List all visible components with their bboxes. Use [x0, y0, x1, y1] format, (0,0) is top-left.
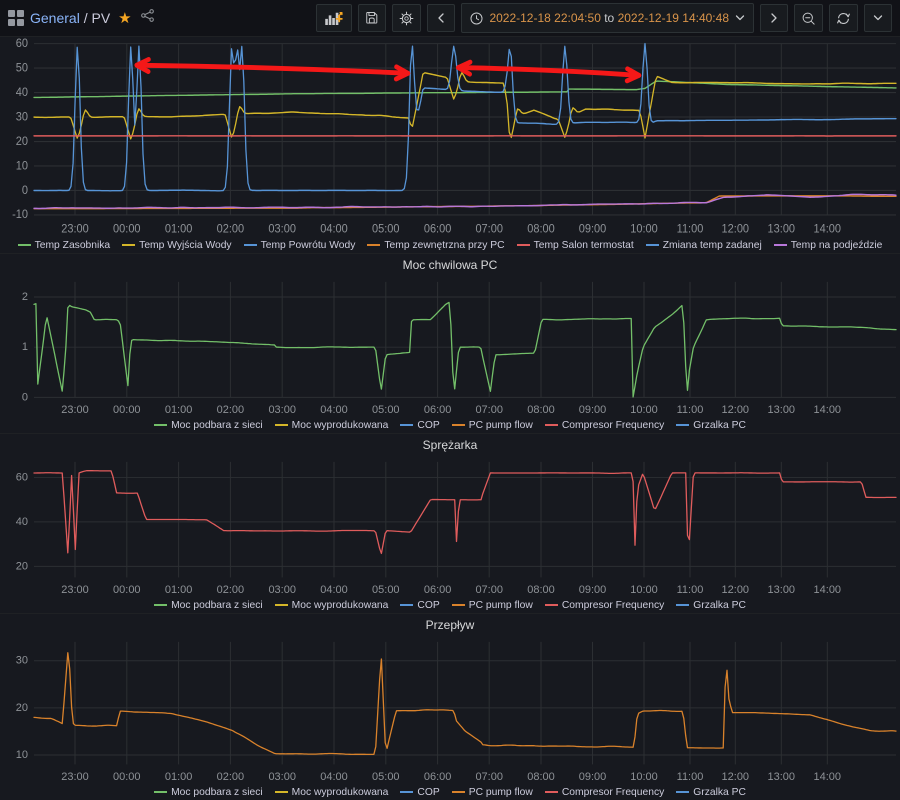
svg-text:03:00: 03:00 [268, 584, 296, 596]
svg-text:06:00: 06:00 [424, 404, 452, 416]
svg-text:10: 10 [16, 749, 28, 761]
svg-text:03:00: 03:00 [268, 404, 296, 416]
svg-text:2: 2 [22, 291, 28, 303]
svg-text:11:00: 11:00 [677, 584, 704, 596]
svg-text:13:00: 13:00 [768, 771, 795, 783]
svg-text:03:00: 03:00 [268, 223, 296, 236]
svg-text:-10: -10 [12, 209, 28, 222]
svg-text:04:00: 04:00 [320, 584, 348, 596]
svg-text:02:00: 02:00 [217, 771, 244, 783]
svg-text:09:00: 09:00 [579, 223, 607, 236]
svg-text:0: 0 [22, 391, 28, 403]
svg-text:05:00: 05:00 [372, 771, 399, 783]
svg-text:01:00: 01:00 [165, 584, 193, 596]
svg-text:08:00: 08:00 [527, 771, 554, 783]
svg-text:10: 10 [16, 160, 28, 173]
svg-text:50: 50 [16, 62, 28, 75]
svg-text:11:00: 11:00 [677, 223, 704, 236]
svg-text:00:00: 00:00 [113, 584, 141, 596]
svg-text:12:00: 12:00 [722, 771, 749, 783]
svg-text:30: 30 [16, 655, 28, 667]
svg-text:10:00: 10:00 [630, 771, 657, 783]
svg-text:11:00: 11:00 [677, 404, 704, 416]
svg-text:06:00: 06:00 [424, 771, 451, 783]
svg-text:01:00: 01:00 [165, 404, 193, 416]
svg-text:13:00: 13:00 [768, 223, 796, 236]
svg-text:07:00: 07:00 [475, 404, 503, 416]
svg-text:05:00: 05:00 [372, 404, 400, 416]
svg-text:05:00: 05:00 [372, 584, 400, 596]
svg-text:06:00: 06:00 [424, 223, 452, 236]
svg-text:02:00: 02:00 [217, 404, 245, 416]
svg-text:06:00: 06:00 [424, 584, 452, 596]
svg-text:60: 60 [16, 38, 28, 51]
svg-text:12:00: 12:00 [722, 223, 750, 236]
svg-text:02:00: 02:00 [217, 584, 245, 596]
svg-text:12:00: 12:00 [722, 404, 750, 416]
svg-text:07:00: 07:00 [475, 223, 503, 236]
svg-text:20: 20 [16, 135, 28, 148]
svg-text:12:00: 12:00 [722, 584, 750, 596]
svg-text:20: 20 [16, 560, 28, 572]
svg-text:30: 30 [16, 111, 28, 124]
svg-text:14:00: 14:00 [814, 584, 842, 596]
svg-text:07:00: 07:00 [475, 771, 502, 783]
svg-text:13:00: 13:00 [768, 584, 796, 596]
svg-text:01:00: 01:00 [165, 771, 192, 783]
svg-text:10:00: 10:00 [630, 404, 658, 416]
svg-text:00:00: 00:00 [113, 223, 141, 236]
svg-text:09:00: 09:00 [579, 404, 607, 416]
svg-text:40: 40 [16, 516, 28, 528]
svg-text:03:00: 03:00 [268, 771, 295, 783]
svg-text:23:00: 23:00 [61, 584, 89, 596]
svg-text:23:00: 23:00 [61, 771, 88, 783]
svg-text:07:00: 07:00 [475, 584, 503, 596]
svg-text:00:00: 00:00 [113, 771, 140, 783]
svg-text:08:00: 08:00 [527, 584, 555, 596]
svg-text:10:00: 10:00 [630, 223, 658, 236]
svg-text:05:00: 05:00 [372, 223, 400, 236]
svg-text:23:00: 23:00 [61, 404, 89, 416]
svg-text:1: 1 [22, 341, 28, 353]
svg-text:0: 0 [22, 184, 28, 197]
svg-text:20: 20 [16, 702, 28, 714]
svg-text:23:00: 23:00 [61, 223, 89, 236]
svg-text:14:00: 14:00 [814, 771, 841, 783]
svg-text:04:00: 04:00 [320, 404, 348, 416]
svg-text:60: 60 [16, 471, 28, 483]
svg-text:13:00: 13:00 [768, 404, 796, 416]
svg-text:04:00: 04:00 [320, 771, 347, 783]
svg-text:08:00: 08:00 [527, 404, 555, 416]
svg-text:02:00: 02:00 [217, 223, 245, 236]
svg-text:08:00: 08:00 [527, 223, 555, 236]
svg-text:09:00: 09:00 [579, 584, 607, 596]
svg-text:04:00: 04:00 [320, 223, 348, 236]
svg-text:09:00: 09:00 [579, 771, 606, 783]
svg-text:11:00: 11:00 [677, 771, 704, 783]
svg-text:40: 40 [16, 86, 28, 99]
svg-text:00:00: 00:00 [113, 404, 141, 416]
svg-text:01:00: 01:00 [165, 223, 193, 236]
svg-text:14:00: 14:00 [814, 404, 842, 416]
svg-text:10:00: 10:00 [630, 584, 658, 596]
svg-text:14:00: 14:00 [814, 223, 842, 236]
